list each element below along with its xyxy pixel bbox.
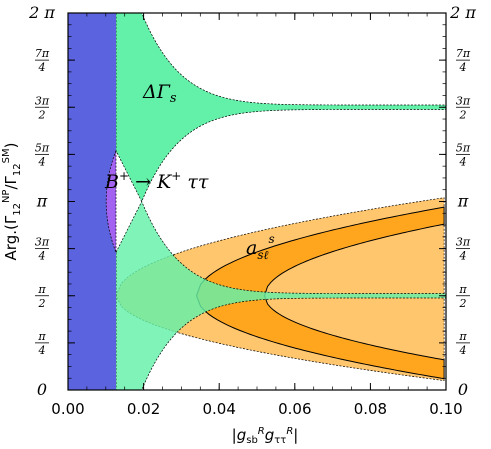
y-tick-label-left: π <box>36 192 48 211</box>
y-tick-label-right: 5π <box>456 141 471 154</box>
y-tick-label-left: 2 <box>38 108 46 121</box>
y-tick-label-left: 7π <box>35 47 50 60</box>
y-tick-label-left: 5π <box>35 141 50 154</box>
y-tick-label-left: 4 <box>38 155 46 168</box>
y-tick-label-right: π <box>457 192 469 211</box>
delta-gamma-lower-region <box>115 200 446 390</box>
y-axis-title: Arg.(Γ12NP/Γ12SM) <box>1 143 23 261</box>
y-tick-label-right: 3π <box>456 94 471 107</box>
y-tick-label-left: 3π <box>35 94 50 107</box>
y-tick-label-left: π <box>37 283 46 296</box>
y-tick-label-left: π <box>37 330 46 343</box>
overlap-lens <box>105 150 117 253</box>
y-tick-label-left: 2 <box>38 297 46 310</box>
x-tick-label: 0.08 <box>354 400 387 418</box>
y-tick-label-right: 3π <box>456 236 471 249</box>
y-tick-label-right: 7π <box>456 47 471 60</box>
x-tick-label: 0.04 <box>202 400 235 418</box>
x-tick-label: 0.02 <box>127 400 160 418</box>
b-decay-label: B+ → K+ ττ <box>104 169 209 193</box>
y-tick-label-right: 4 <box>459 61 467 74</box>
y-tick-label-left: 2 π <box>28 3 55 22</box>
y-tick-label-left: 3π <box>35 236 50 249</box>
y-tick-label-right: π <box>458 330 467 343</box>
y-tick-label-right: 2 <box>459 297 467 310</box>
y-tick-label-right: 2 π <box>449 3 476 22</box>
y-tick-label-right: 2 <box>459 108 467 121</box>
x-axis-title: |gsbRgττR| <box>232 426 299 446</box>
y-tick-label-right: 4 <box>459 155 467 168</box>
y-tick-label-left: 4 <box>38 344 46 357</box>
y-tick-label-right: 0 <box>458 380 468 399</box>
x-tick-label: 0.00 <box>51 400 84 418</box>
x-tick-label: 0.10 <box>429 400 462 418</box>
y-tick-label-right: 4 <box>459 344 467 357</box>
y-tick-label-right: 4 <box>459 250 467 263</box>
y-tick-label-left: 4 <box>38 61 46 74</box>
delta-gamma-upper-region <box>115 13 446 203</box>
y-tick-label-left: 0 <box>37 380 47 399</box>
y-tick-label-right: π <box>458 283 467 296</box>
y-tick-label-left: 4 <box>38 250 46 263</box>
x-tick-label: 0.06 <box>278 400 311 418</box>
